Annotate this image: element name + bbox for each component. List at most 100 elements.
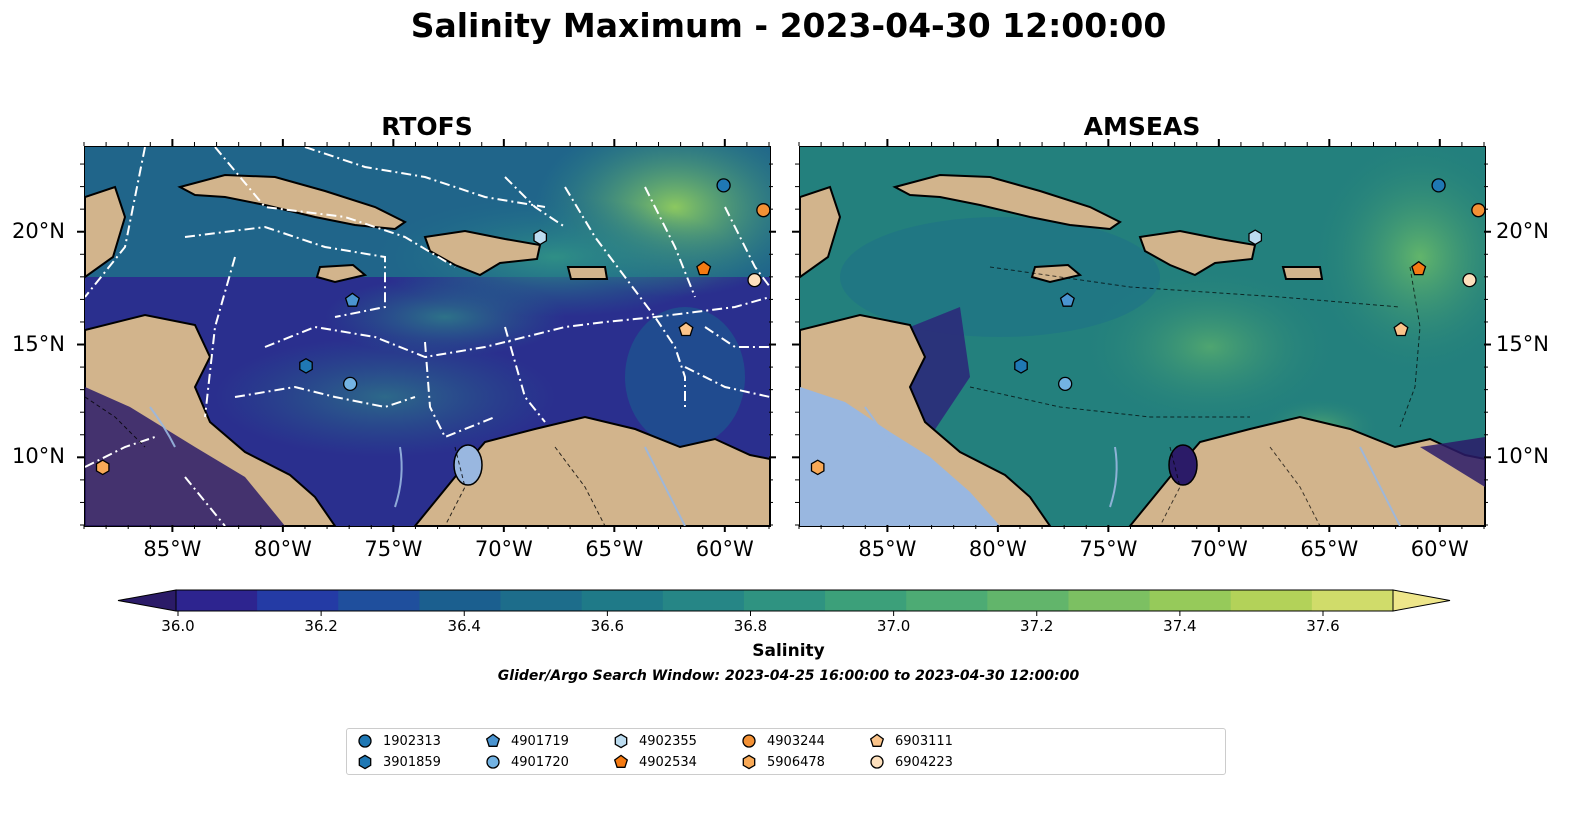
- colorbar-segment: [743, 590, 826, 611]
- legend-marker-shape: [358, 734, 372, 748]
- legend-label: 4902355: [639, 733, 697, 749]
- colorbar-segment: [987, 590, 1069, 611]
- amseas-float-layer: [810, 178, 1485, 476]
- amseas-pacific-mask: [800, 387, 1000, 526]
- lon-label: 75°W: [364, 537, 423, 561]
- float-marker-3901859: [299, 357, 313, 374]
- colorbar-tick: 36.8: [733, 617, 768, 635]
- colorbar-tick: 37.0: [876, 617, 911, 635]
- colorbar-segment: [662, 590, 745, 611]
- colorbar-tick: 36.4: [447, 617, 481, 635]
- lon-label: 65°W: [1300, 537, 1359, 561]
- lon-label: 70°W: [474, 537, 533, 561]
- legend-marker-shape: [358, 754, 372, 770]
- legend-marker-shape: [742, 754, 756, 770]
- figure-title: Salinity Maximum - 2023-04-30 12:00:00: [410, 6, 1167, 45]
- float-marker-5906478: [95, 459, 110, 476]
- legend-label: 6904223: [895, 754, 953, 770]
- float-marker-4901719: [344, 292, 360, 307]
- float-marker-1902313: [716, 178, 731, 193]
- colorbar-segment: [257, 590, 339, 611]
- legend-label: 6903111: [895, 733, 953, 749]
- legend-marker-shape: [485, 733, 501, 747]
- lat-label: 10°N: [12, 444, 65, 469]
- float-legend: 1902313 3901859 4901719 4901720 4902355 …: [346, 728, 1226, 775]
- float-marker-4901719: [1059, 292, 1075, 307]
- colorbar-segment: [1068, 590, 1151, 611]
- legend-marker: [869, 733, 885, 747]
- legend-label: 1902313: [383, 733, 441, 749]
- rtofs-float-layer: [95, 178, 770, 476]
- colorbar-segment: [581, 590, 664, 611]
- rtofs-eez-boundaries: [85, 147, 770, 526]
- colorbar-segment: [825, 590, 907, 611]
- colorbar-segment: [338, 590, 420, 611]
- colorbar-segment: [1230, 590, 1313, 611]
- lat-label: 15°N: [1496, 331, 1549, 356]
- lon-label: 85°W: [143, 537, 202, 561]
- legend-item: 6904223: [869, 753, 953, 771]
- float-marker-3901859: [1014, 357, 1028, 374]
- map-amseas[interactable]: [799, 146, 1486, 527]
- colorbar-segment: [176, 590, 258, 611]
- legend-marker: [358, 754, 372, 770]
- panel-title-rtofs: RTOFS: [381, 112, 473, 141]
- float-marker-6903111: [678, 321, 694, 337]
- float-marker-1902313: [1431, 178, 1446, 193]
- colorbar-extend-low: [117, 589, 177, 612]
- float-marker-6903111: [1393, 321, 1409, 337]
- colorbar-label: Salinity: [752, 641, 825, 661]
- colorbar-tick: 36.0: [161, 617, 195, 635]
- float-marker-4902534: [1411, 260, 1427, 276]
- legend-marker-shape: [614, 733, 628, 749]
- lat-label: 10°N: [1496, 444, 1549, 469]
- colorbar-segment: [500, 590, 583, 611]
- legend-label: 5906478: [767, 754, 825, 770]
- colorbar-tick: 36.6: [590, 617, 625, 635]
- float-marker-4901720: [343, 376, 358, 392]
- colorbar-segment: [906, 590, 988, 611]
- colorbar-extend-high: [1392, 589, 1451, 612]
- legend-marker-shape: [870, 755, 884, 769]
- legend-label: 4901719: [511, 733, 569, 749]
- rtofs-lake: [453, 444, 483, 486]
- colorbar-segment: [419, 590, 502, 611]
- float-marker-6904223: [1462, 272, 1477, 288]
- lon-label: 65°W: [585, 537, 644, 561]
- lon-label: 60°W: [695, 537, 754, 561]
- legend-item: 4902534: [613, 753, 697, 771]
- float-marker-6904223: [747, 272, 762, 288]
- lon-label: 70°W: [1189, 537, 1248, 561]
- legend-item: 4903244: [741, 732, 825, 750]
- colorbar-segment: [1311, 590, 1394, 611]
- float-marker-4901720: [1058, 376, 1073, 392]
- float-marker-4902355: [533, 229, 548, 246]
- float-marker-4902534: [696, 260, 712, 276]
- float-marker-4903244: [1471, 203, 1485, 218]
- colorbar-segment: [1149, 590, 1232, 611]
- lon-label: 85°W: [858, 537, 917, 561]
- legend-marker-shape: [869, 733, 885, 747]
- legend-item: 6903111: [869, 732, 953, 750]
- legend-item: 4902355: [613, 732, 697, 750]
- legend-marker: [485, 733, 501, 747]
- lon-label: 80°W: [968, 537, 1027, 561]
- legend-marker-shape: [742, 734, 756, 748]
- panel-title-amseas: AMSEAS: [1083, 112, 1201, 141]
- legend-marker: [613, 754, 629, 768]
- lat-label: 15°N: [12, 331, 65, 356]
- legend-item: 5906478: [741, 753, 825, 771]
- colorbar-tick: 36.2: [304, 617, 338, 635]
- legend-label: 4903244: [767, 733, 825, 749]
- colorbar-border: [175, 589, 1394, 612]
- legend-item: 4901720: [485, 753, 569, 771]
- float-marker-4903244: [756, 203, 770, 218]
- legend-label: 4901720: [511, 754, 569, 770]
- map-rtofs[interactable]: [84, 146, 771, 527]
- amseas-lake: [1168, 444, 1198, 486]
- lon-label: 60°W: [1410, 537, 1469, 561]
- legend-marker: [742, 734, 756, 748]
- legend-marker: [486, 755, 500, 769]
- legend-marker: [870, 755, 884, 769]
- legend-marker: [358, 734, 372, 748]
